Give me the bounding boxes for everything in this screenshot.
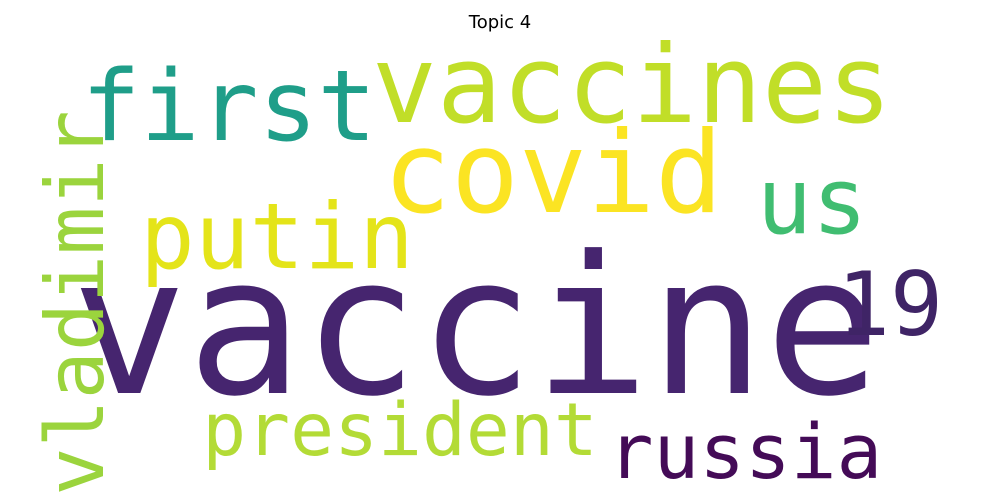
word-first: first — [81, 50, 376, 164]
word-vaccine: vaccine — [71, 216, 880, 439]
word-president: president — [202, 388, 598, 473]
word-19: 19 — [837, 253, 943, 356]
figure-title: Topic 4 — [468, 12, 532, 33]
word-us: us — [757, 148, 868, 255]
word-russia: russia — [608, 407, 883, 496]
word-covid: covid — [383, 107, 723, 239]
word-vladimir: vladimir — [29, 110, 122, 495]
word-putin: putin — [140, 185, 414, 290]
word-vaccines: vaccines — [372, 23, 892, 148]
